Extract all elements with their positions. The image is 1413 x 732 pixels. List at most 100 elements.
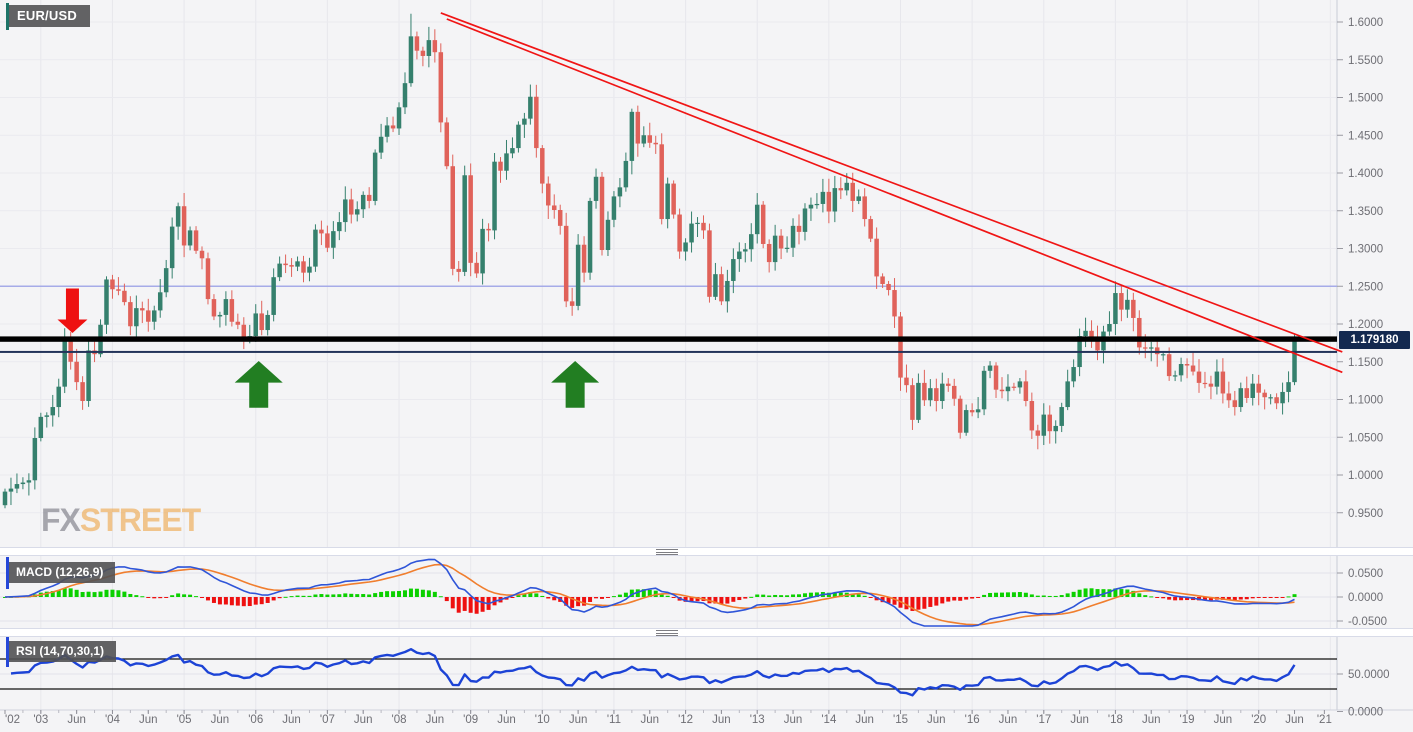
macd-histogram-bar bbox=[468, 597, 473, 613]
price-axis-label: 0.9500 bbox=[1348, 508, 1383, 520]
macd-histogram-bar bbox=[420, 589, 425, 597]
macd-histogram-bar bbox=[122, 591, 127, 597]
candle-body bbox=[38, 416, 44, 439]
panel-resize-handle-icon[interactable] bbox=[656, 630, 678, 636]
x-axis-label: '20 bbox=[1251, 714, 1266, 726]
candle-body bbox=[957, 398, 963, 433]
x-axis-label: '06 bbox=[248, 714, 263, 726]
candle-body bbox=[1047, 414, 1052, 432]
macd-histogram-bar bbox=[349, 593, 354, 597]
candle-body bbox=[205, 258, 211, 300]
macd-histogram-bar bbox=[814, 592, 819, 597]
macd-label-box[interactable]: MACD (12,26,9) bbox=[6, 557, 116, 589]
macd-histogram-bar bbox=[110, 589, 115, 597]
macd-histogram-bar bbox=[1280, 597, 1285, 598]
candle-body bbox=[152, 310, 157, 322]
symbol-label-box[interactable]: EUR/USD bbox=[6, 3, 90, 30]
grid-layer bbox=[0, 0, 1413, 711]
candle-body bbox=[1244, 388, 1250, 398]
macd-histogram-bar bbox=[850, 593, 855, 597]
price-axis-label: 1.5500 bbox=[1348, 55, 1383, 67]
macd-histogram-bar bbox=[856, 594, 861, 597]
macd-histogram-bar bbox=[432, 591, 437, 597]
macd-histogram-bar bbox=[170, 595, 175, 597]
macd-histogram-bar bbox=[343, 593, 348, 597]
candle-body bbox=[1274, 397, 1279, 404]
descending-trendline-2 bbox=[446, 18, 1343, 374]
candle-body bbox=[987, 365, 993, 371]
macd-histogram-bar bbox=[462, 597, 467, 611]
panel-resize-handle-icon[interactable] bbox=[656, 549, 678, 555]
macd-histogram-bar bbox=[391, 591, 396, 597]
candle-body bbox=[319, 229, 324, 234]
macd-histogram-bar bbox=[671, 597, 676, 598]
candle-body bbox=[26, 480, 32, 483]
macd-histogram-bar bbox=[1179, 597, 1184, 601]
candle-body bbox=[110, 279, 115, 290]
macd-histogram-bar bbox=[158, 597, 163, 599]
macd-histogram-bar bbox=[767, 595, 772, 597]
macd-histogram-bar bbox=[731, 597, 736, 602]
candle-body bbox=[551, 205, 557, 210]
macd-histogram-bar bbox=[797, 594, 802, 597]
macd-histogram-bar bbox=[1137, 593, 1142, 597]
candle-body bbox=[450, 166, 455, 269]
price-axis-label: 1.1000 bbox=[1348, 395, 1383, 407]
price-axis-label: 1.4500 bbox=[1348, 130, 1383, 142]
candle-body bbox=[1125, 299, 1130, 310]
panel-divider-macd-rsi[interactable] bbox=[0, 628, 1413, 637]
macd-histogram-bar bbox=[205, 597, 210, 601]
rsi-label-box[interactable]: RSI (14,70,30,1) bbox=[6, 637, 117, 667]
panel-divider-main-macd[interactable] bbox=[0, 547, 1413, 556]
candle-body bbox=[271, 277, 276, 315]
candle-body bbox=[372, 152, 378, 201]
macd-histogram-bar bbox=[86, 591, 91, 597]
macd-histogram-bar bbox=[295, 595, 300, 597]
x-axis-label: '14 bbox=[821, 714, 837, 726]
price-axis-label: 1.0000 bbox=[1348, 470, 1383, 482]
candle-body bbox=[1041, 414, 1047, 436]
candle-body bbox=[635, 111, 641, 144]
candle-body bbox=[199, 250, 205, 259]
candle-body bbox=[217, 314, 223, 317]
x-axis-label: Jun bbox=[1214, 714, 1233, 726]
macd-histogram-bar bbox=[188, 594, 193, 597]
macd-histogram-bar bbox=[528, 592, 533, 597]
price-axis-label: 0.0000 bbox=[1348, 707, 1383, 719]
macd-histogram-bar bbox=[743, 597, 748, 599]
candle-body bbox=[444, 122, 450, 167]
candle-body bbox=[1071, 367, 1076, 382]
candle-body bbox=[528, 96, 533, 119]
candle-body bbox=[1053, 425, 1058, 432]
macd-histogram-bar bbox=[450, 597, 455, 609]
price-axis-label: 1.6000 bbox=[1348, 17, 1383, 29]
macd-histogram-bar bbox=[1059, 595, 1064, 597]
candle-body bbox=[456, 268, 461, 272]
candle-body bbox=[1184, 364, 1190, 366]
macd-histogram-bar bbox=[791, 594, 796, 597]
macd-histogram-bar bbox=[976, 597, 981, 598]
macd-histogram-bar bbox=[1071, 591, 1076, 597]
candle-body bbox=[169, 226, 175, 269]
x-axis-label: '18 bbox=[1108, 714, 1123, 726]
candle-body bbox=[134, 308, 139, 327]
down-arrow-annotation bbox=[57, 288, 88, 334]
macd-histogram-bar bbox=[402, 590, 407, 597]
macd-accent-bar bbox=[6, 557, 9, 589]
candle-body bbox=[659, 144, 664, 220]
macd-histogram-bar bbox=[414, 588, 419, 597]
candle-body bbox=[1119, 293, 1124, 310]
macd-histogram-bar bbox=[785, 595, 790, 597]
x-axis-label: '12 bbox=[678, 714, 693, 726]
macd-histogram-bar bbox=[904, 597, 909, 610]
candle-body bbox=[378, 136, 384, 153]
macd-histogram-bar bbox=[1053, 595, 1058, 597]
macd-histogram-bar bbox=[146, 597, 151, 598]
candle-body bbox=[1280, 391, 1285, 404]
candle-body bbox=[808, 204, 814, 209]
candle-body bbox=[1232, 400, 1238, 408]
x-axis-label: Jun bbox=[67, 714, 86, 726]
macd-histogram-bar bbox=[200, 597, 205, 598]
macd-histogram-bar bbox=[540, 595, 545, 597]
